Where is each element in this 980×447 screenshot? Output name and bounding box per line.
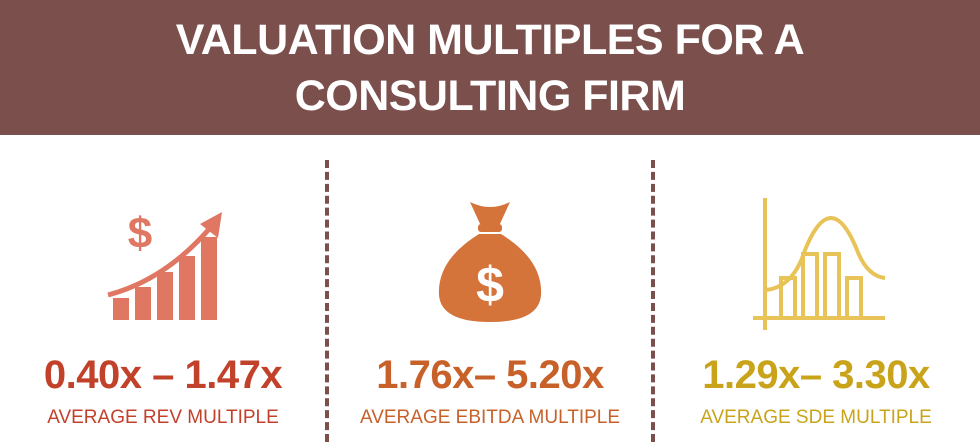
money-bag-icon: $ — [438, 202, 542, 322]
divider — [325, 160, 329, 442]
label: AVERAGE REV MULTIPLE — [47, 407, 279, 428]
value: 1.29x– 3.30x — [702, 353, 930, 397]
divider — [651, 160, 655, 442]
distribution-icon — [753, 198, 886, 330]
label: AVERAGE SDE MULTIPLE — [700, 407, 932, 428]
title: VALUATION MULTIPLES FOR A CONSULTING FIR… — [175, 15, 805, 120]
svg-text:$: $ — [476, 257, 504, 313]
svg-text:$: $ — [128, 209, 152, 258]
growth-icon: $ — [107, 209, 222, 320]
panel: $ 1.76x– 5.20x AVERAGE EBITDA MULTIPLE — [327, 150, 653, 447]
label: AVERAGE EBITDA MULTIPLE — [359, 407, 621, 428]
panel: $ 0.40x – 1.47x AVERAGE REV MULTIPLE — [0, 150, 326, 447]
value: 0.40x – 1.47x — [43, 353, 283, 397]
value: 1.76x– 5.20x — [376, 353, 604, 397]
header: VALUATION MULTIPLES FOR A CONSULTING FIR… — [0, 0, 980, 135]
panel: 1.29x– 3.30x AVERAGE SDE MULTIPLE — [653, 150, 979, 447]
